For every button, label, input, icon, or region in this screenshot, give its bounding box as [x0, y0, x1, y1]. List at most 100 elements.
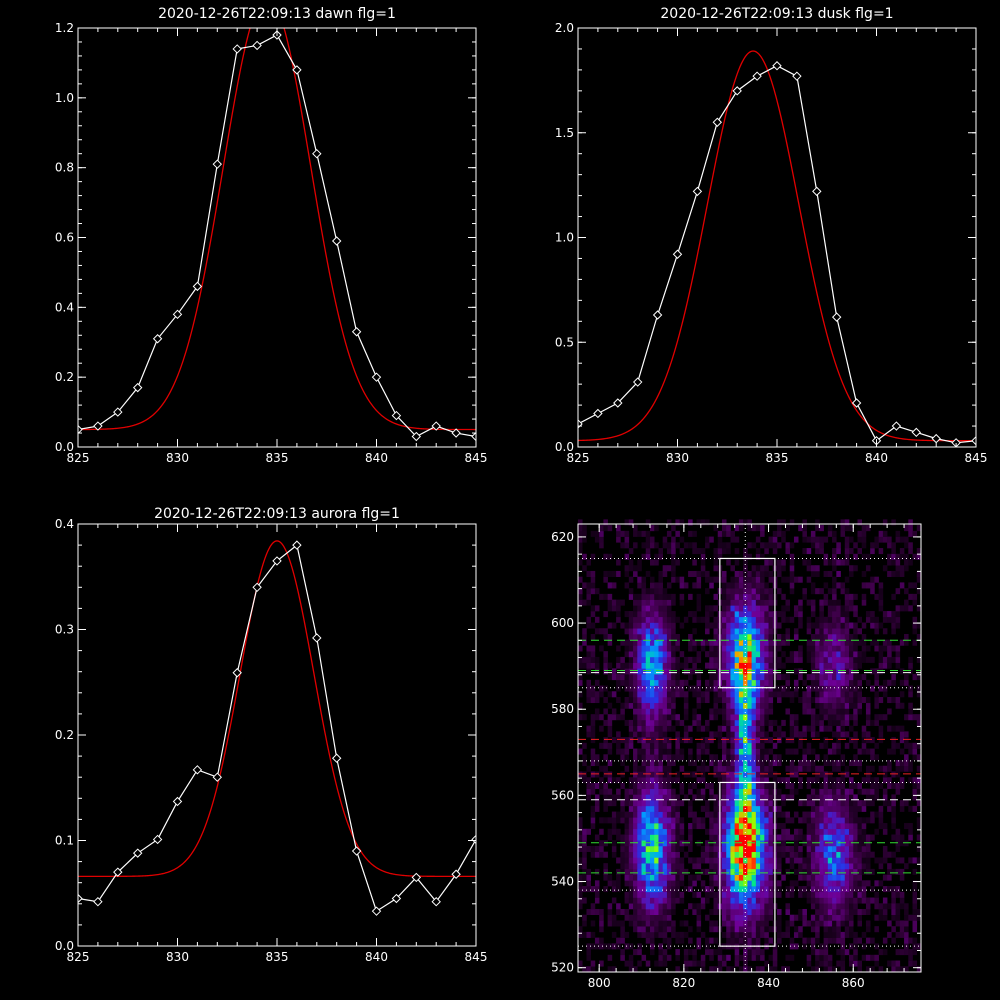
image-pixel — [649, 874, 655, 881]
image-pixel — [806, 828, 812, 835]
image-pixel — [658, 714, 663, 721]
image-pixel — [671, 725, 676, 732]
image-pixel — [713, 605, 719, 612]
image-pixel — [675, 800, 680, 807]
image-pixel — [645, 903, 651, 910]
image-pixel — [810, 880, 816, 887]
image-pixel — [637, 868, 642, 875]
image-pixel — [654, 702, 659, 709]
image-pixel — [633, 817, 638, 824]
image-pixel — [777, 611, 782, 618]
image-pixel — [586, 622, 591, 629]
image-pixel — [785, 868, 791, 875]
image-pixel — [823, 662, 829, 669]
image-pixel — [751, 697, 757, 704]
image-pixel — [738, 886, 744, 893]
image-pixel — [853, 857, 858, 864]
image-pixel — [760, 639, 765, 646]
image-pixel — [594, 908, 600, 916]
image-pixel — [755, 691, 761, 698]
image-pixel — [904, 742, 909, 749]
image-pixel — [709, 645, 714, 652]
image-pixel — [819, 679, 824, 686]
image-pixel — [908, 708, 913, 715]
dawn-x-tick-label: 840 — [365, 451, 388, 465]
image-pixel — [658, 685, 663, 692]
image-pixel — [861, 886, 867, 893]
image-pixel — [721, 748, 727, 755]
dusk-y-tick-label: 1.5 — [555, 126, 574, 140]
image-pixel — [823, 697, 829, 704]
image-pixel — [607, 553, 613, 560]
image-pixel — [743, 599, 748, 606]
image-pixel — [709, 582, 714, 589]
image-pixel — [662, 897, 668, 904]
aurora-data-point — [172, 796, 183, 807]
image-pixel — [616, 662, 621, 669]
image-pixel — [908, 834, 913, 841]
image-pixel — [658, 868, 663, 875]
image-pixel — [654, 880, 659, 887]
image-pixel — [721, 857, 727, 864]
image-pixel — [738, 760, 744, 767]
image-pixel — [764, 897, 769, 904]
image-pixel — [798, 834, 803, 841]
image-pixel — [789, 920, 795, 927]
image-pixel — [649, 645, 655, 652]
image-pixel — [768, 834, 774, 841]
image-pixel — [789, 914, 795, 921]
image-pixel — [616, 777, 621, 784]
image-pixel — [590, 805, 596, 812]
image-pixel — [747, 691, 752, 698]
image-pixel — [832, 931, 837, 938]
image-pixel — [675, 777, 680, 784]
image-pixel — [734, 954, 740, 961]
image-pixel — [645, 725, 651, 732]
image-pixel — [599, 943, 604, 950]
image-pixel — [620, 845, 625, 852]
image-pixel — [726, 548, 731, 555]
image-pixel — [810, 914, 816, 921]
image-pixel — [751, 811, 757, 818]
image-pixel — [832, 765, 837, 772]
image-pixel — [823, 702, 829, 709]
dusk-x-tick-label: 845 — [965, 451, 988, 465]
dusk-data-point — [752, 71, 762, 81]
image-pixel — [662, 748, 668, 755]
image-pixel — [751, 777, 757, 784]
image-pixel — [696, 903, 702, 910]
image-pixel — [815, 851, 820, 858]
image-pixel — [916, 570, 922, 577]
image-pixel — [730, 926, 735, 933]
image-pixel — [692, 903, 697, 910]
image-pixel — [726, 966, 731, 973]
image-pixel — [633, 622, 638, 629]
image-pixel — [705, 622, 710, 629]
image-pixel — [620, 863, 625, 870]
image-pixel — [777, 823, 782, 830]
image-pixel — [578, 817, 583, 824]
image-pixel — [603, 794, 608, 801]
image-pixel — [827, 588, 833, 595]
image-pixel — [789, 616, 795, 623]
image-pixel — [713, 811, 719, 818]
image-pixel — [616, 530, 621, 537]
image-pixel — [658, 691, 663, 698]
image-pixel — [832, 920, 837, 927]
image-pixel — [633, 886, 638, 893]
image-pixel — [700, 565, 706, 572]
image-pixel — [819, 645, 824, 652]
image-pixel — [603, 943, 608, 950]
image-pixel — [730, 886, 735, 893]
image-pixel — [755, 697, 761, 704]
image-pixel — [916, 714, 922, 721]
image-pixel — [662, 628, 668, 635]
image-pixel — [777, 570, 782, 577]
image-pixel — [700, 845, 706, 852]
image-pixel — [705, 679, 710, 686]
image-pixel — [819, 823, 824, 830]
image-pixel — [865, 714, 871, 721]
image-pixel — [628, 845, 634, 852]
image-pixel — [789, 570, 795, 577]
image-pixel — [641, 731, 647, 738]
